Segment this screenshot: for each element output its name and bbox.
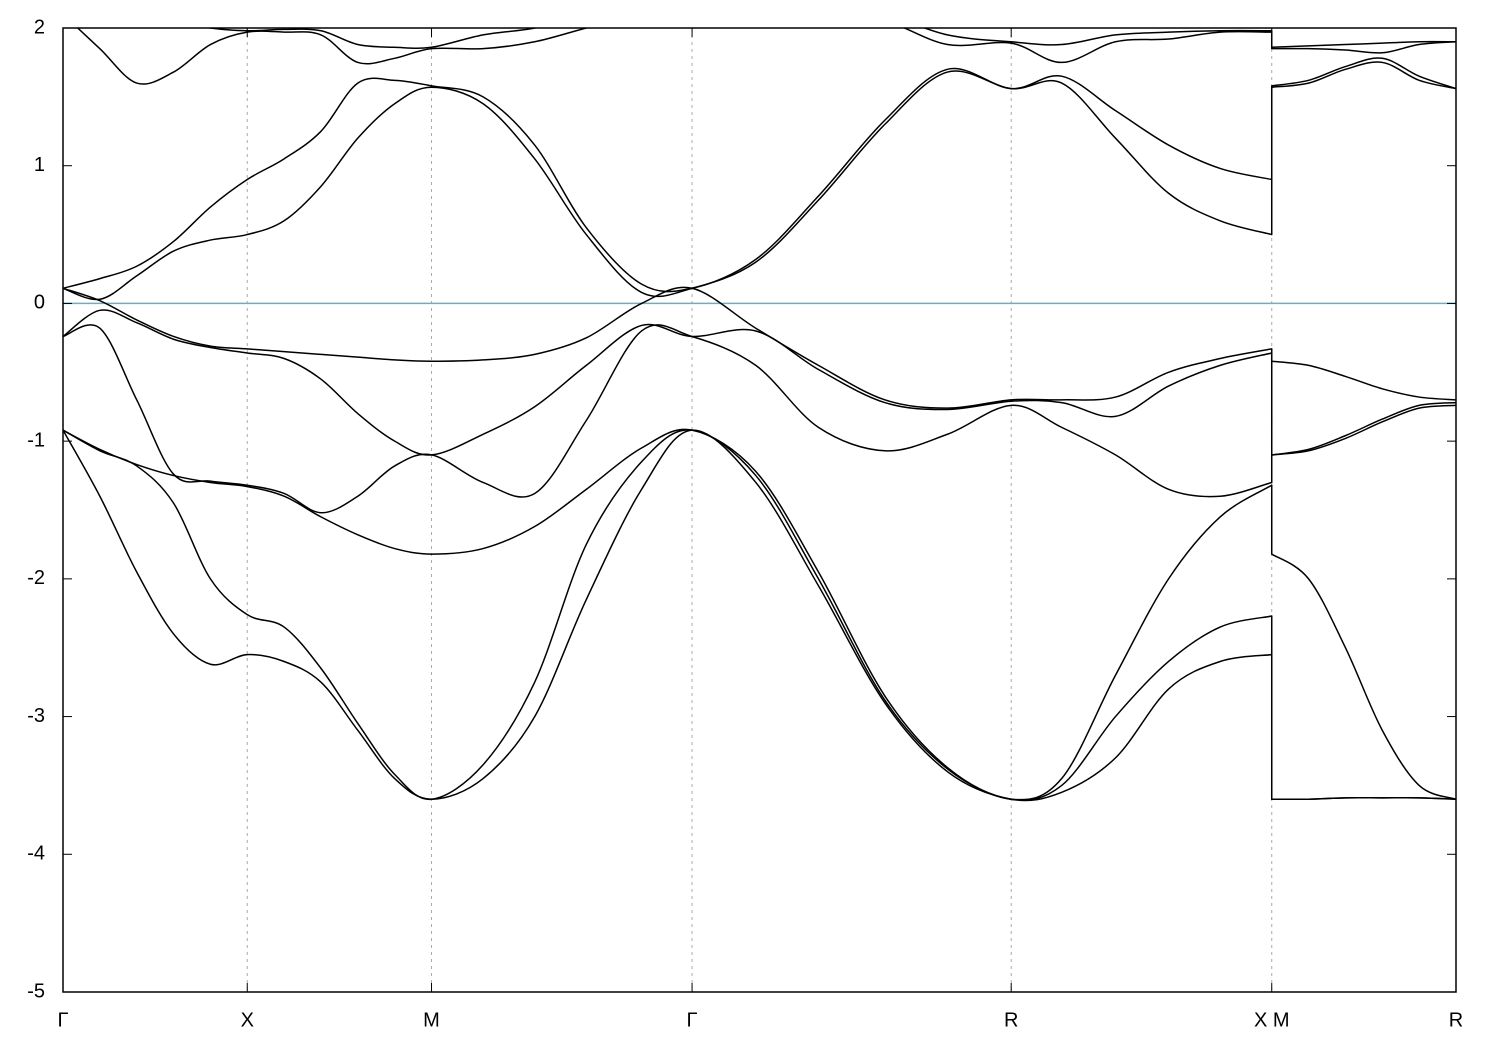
- x-tick-label: Γ: [57, 1009, 68, 1031]
- x-tick-label: X: [241, 1009, 254, 1031]
- x-tick-label: R: [1004, 1009, 1018, 1031]
- x-tick-label: R: [1449, 1009, 1463, 1031]
- y-tick-label: -5: [27, 980, 45, 1002]
- band: [63, 286, 1456, 409]
- x-tick-label: M: [423, 1009, 440, 1031]
- y-tick-label: -2: [27, 567, 45, 589]
- x-tick-label: X M: [1254, 1009, 1290, 1031]
- plot-frame: [62, 27, 1457, 993]
- grid: [62, 28, 1457, 992]
- y-tick-label: 0: [34, 292, 45, 314]
- band: [63, 428, 1456, 801]
- x-tick-label: Γ: [687, 1009, 698, 1031]
- y-tick-label: -1: [27, 429, 45, 451]
- y-tick-label: 2: [34, 16, 45, 38]
- y-tick-label: -3: [27, 705, 45, 727]
- band: [63, 57, 1456, 293]
- y-tick-label: -4: [27, 843, 45, 865]
- y-tick-label: 1: [34, 154, 45, 176]
